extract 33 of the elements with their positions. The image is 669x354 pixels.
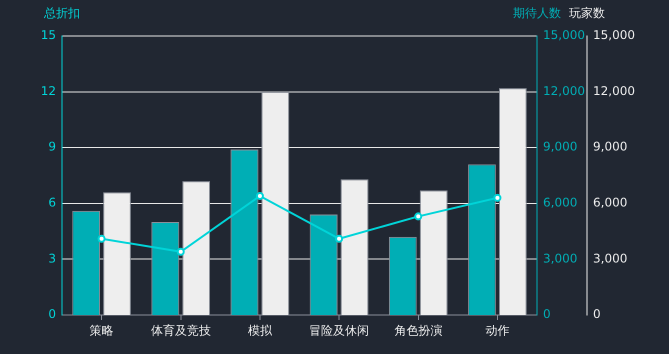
x-tick-label: 模拟 [248, 323, 273, 338]
y-axis-title: 总折扣 [43, 6, 80, 20]
y3-tick-label: 6,000 [593, 196, 628, 210]
y3-tick-label: 12,000 [593, 84, 635, 98]
point [335, 234, 344, 243]
y3-axis-title: 玩家数 [569, 6, 605, 20]
y-tick-label: 9 [48, 140, 56, 154]
y-tick-label: 0 [48, 307, 56, 322]
y-tick-label: 3 [48, 251, 56, 266]
x-tick-label: 策略 [90, 323, 114, 338]
y-tick-label: 15 [40, 28, 56, 42]
point [98, 234, 106, 243]
x-tick-label: 角色扮演 [394, 323, 442, 338]
y2-tick-label: 15,000 [543, 28, 585, 42]
y2-tick-label: 3,000 [543, 251, 578, 266]
y-tick-label: 12 [40, 84, 56, 98]
y3-tick-label: 9,000 [593, 140, 628, 154]
y-tick-label: 6 [48, 196, 56, 210]
y2-tick-label: 6,000 [543, 196, 578, 210]
x-tick-label: 体育及竞技 [150, 323, 211, 338]
point [493, 194, 502, 202]
y3-tick-label: 15,000 [593, 28, 635, 42]
y3-tick-label: 0 [593, 307, 601, 322]
y2-tick-label: 9,000 [543, 140, 578, 154]
point [414, 212, 422, 220]
x-tick-label: 动作 [485, 323, 510, 338]
y2-tick-label: 12,000 [543, 84, 585, 98]
y2-tick-label: 0 [543, 307, 551, 322]
x-tick-label: 冒险及休闲 [309, 323, 370, 338]
point [256, 192, 264, 200]
y2-axis-title: 期待人数 [513, 6, 561, 20]
point [176, 248, 185, 256]
y3-tick-label: 3,000 [593, 251, 628, 266]
